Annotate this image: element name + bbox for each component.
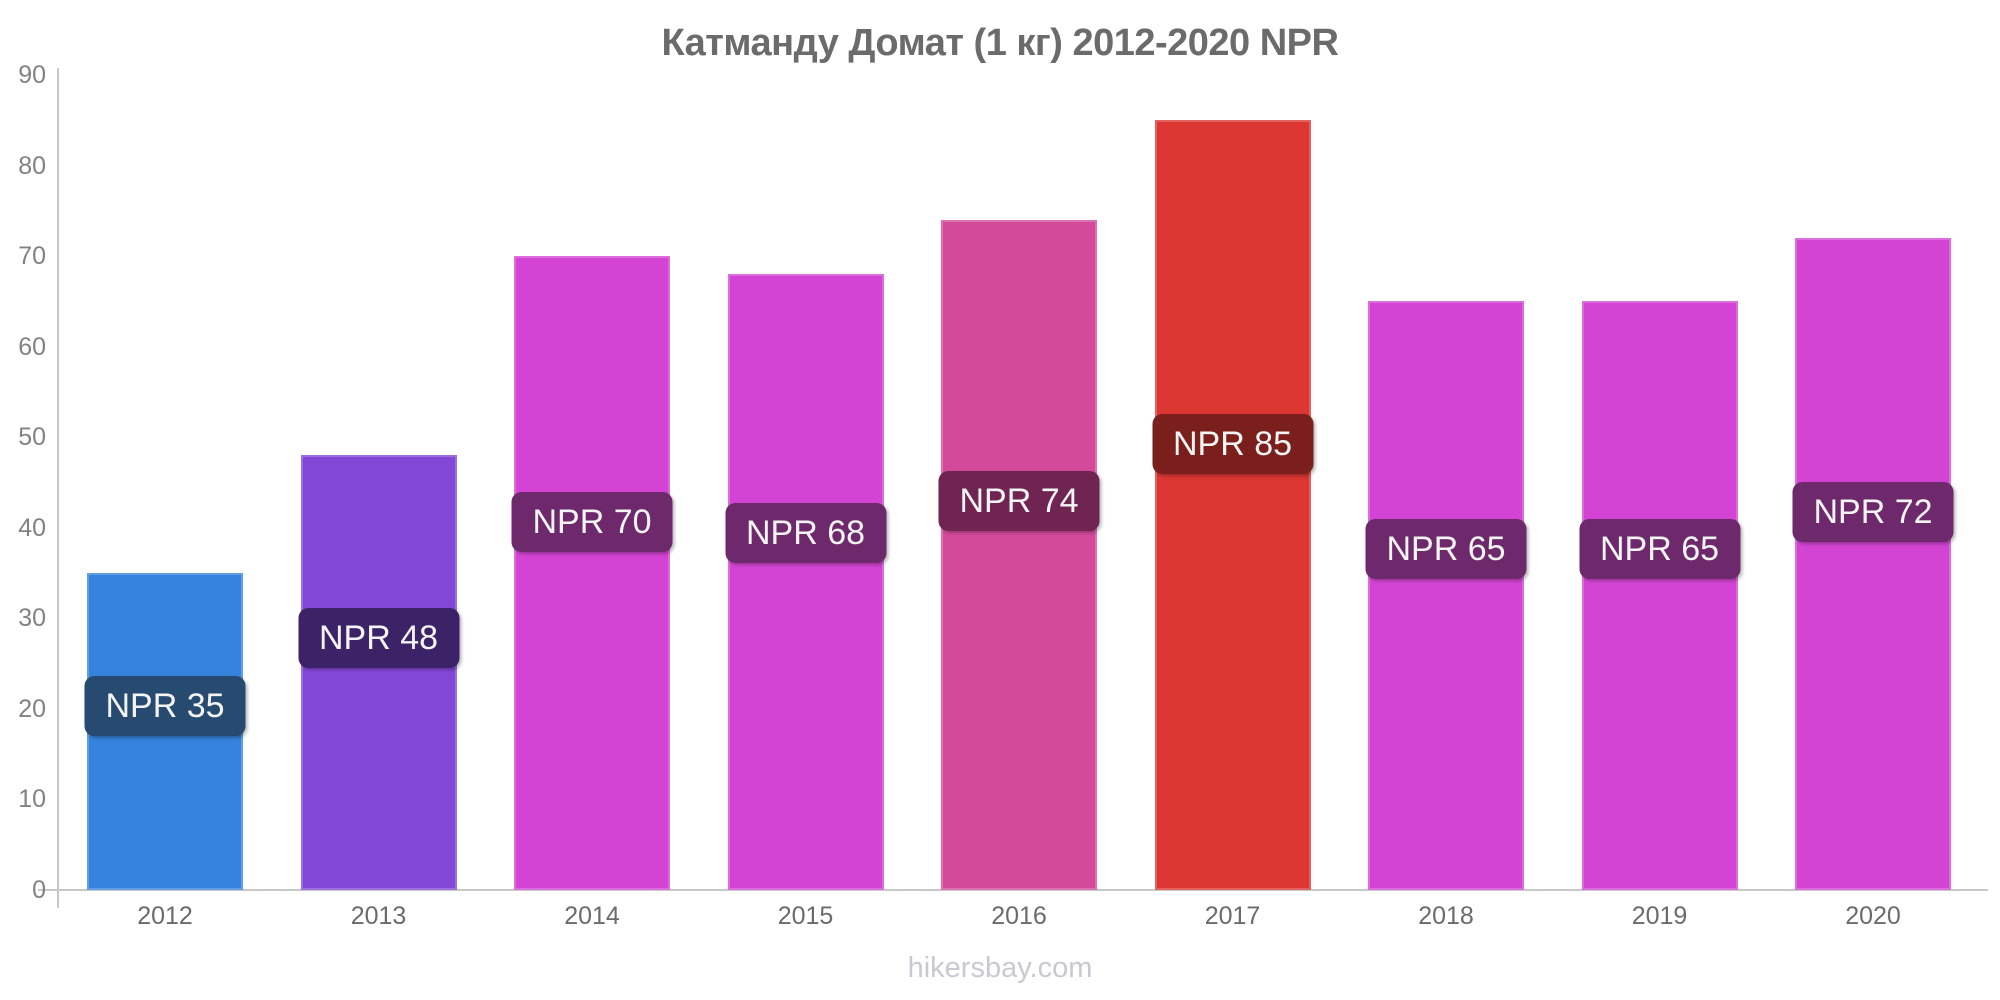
y-axis-tick-label: 60 <box>18 332 46 361</box>
bar-2019: NPR 65 <box>1579 301 1740 890</box>
x-axis-label-2017: 2017 <box>1204 902 1261 930</box>
bar-2018: NPR 65 <box>1365 301 1527 890</box>
bar-value-badge-2015: NPR 68 <box>725 502 886 563</box>
bar-value-badge-2013: NPR 48 <box>298 607 459 668</box>
bar-2020: NPR 72 <box>1792 238 1954 890</box>
bar-2014: NPR 70 <box>511 256 673 890</box>
y-axis-tick-label: 20 <box>18 694 46 723</box>
bar-value-badge-2016: NPR 74 <box>938 471 1100 532</box>
x-axis-label-2020: 2020 <box>1845 902 1901 930</box>
y-axis-tick-label: 70 <box>18 242 46 271</box>
y-axis-tick-label: 30 <box>18 604 46 633</box>
x-axis-line <box>38 889 1988 891</box>
x-axis-label-2016: 2016 <box>991 902 1047 930</box>
x-axis-label-2018: 2018 <box>1418 902 1474 930</box>
x-axis-label-2012: 2012 <box>137 902 193 930</box>
y-axis-tick-label: 80 <box>18 151 46 180</box>
x-axis-label-2015: 2015 <box>777 902 834 930</box>
watermark: hikersbay.com <box>907 952 1093 984</box>
y-axis-tick-label: 50 <box>18 423 46 452</box>
bar-value-badge-2020: NPR 72 <box>1792 481 1954 542</box>
x-axis-label-2019: 2019 <box>1631 902 1688 930</box>
y-axis-line <box>57 68 59 908</box>
bar-2012: NPR 35 <box>84 573 246 890</box>
bar-2017: NPR 85 <box>1152 120 1313 890</box>
bar-value-badge-2014: NPR 70 <box>511 492 673 553</box>
chart-title: Катманду Домат (1 кг) 2012-2020 NPR <box>661 22 1339 64</box>
x-axis-label-2014: 2014 <box>564 902 620 930</box>
bar-2013: NPR 48 <box>298 455 459 890</box>
y-axis-tick-label: 0 <box>32 876 46 904</box>
y-axis-tick-label: 90 <box>18 61 46 89</box>
bar-value-badge-2017: NPR 85 <box>1152 413 1313 474</box>
bar-value-badge-2019: NPR 65 <box>1579 518 1740 579</box>
x-axis-label-2013: 2013 <box>350 902 407 930</box>
bar-2016: NPR 74 <box>938 219 1100 890</box>
bar-2015: NPR 68 <box>725 274 886 890</box>
bar-value-badge-2012: NPR 35 <box>84 676 246 737</box>
bar-value-badge-2018: NPR 65 <box>1365 518 1527 579</box>
y-axis-tick-label: 40 <box>18 513 46 542</box>
y-axis-tick-label: 10 <box>18 785 46 814</box>
